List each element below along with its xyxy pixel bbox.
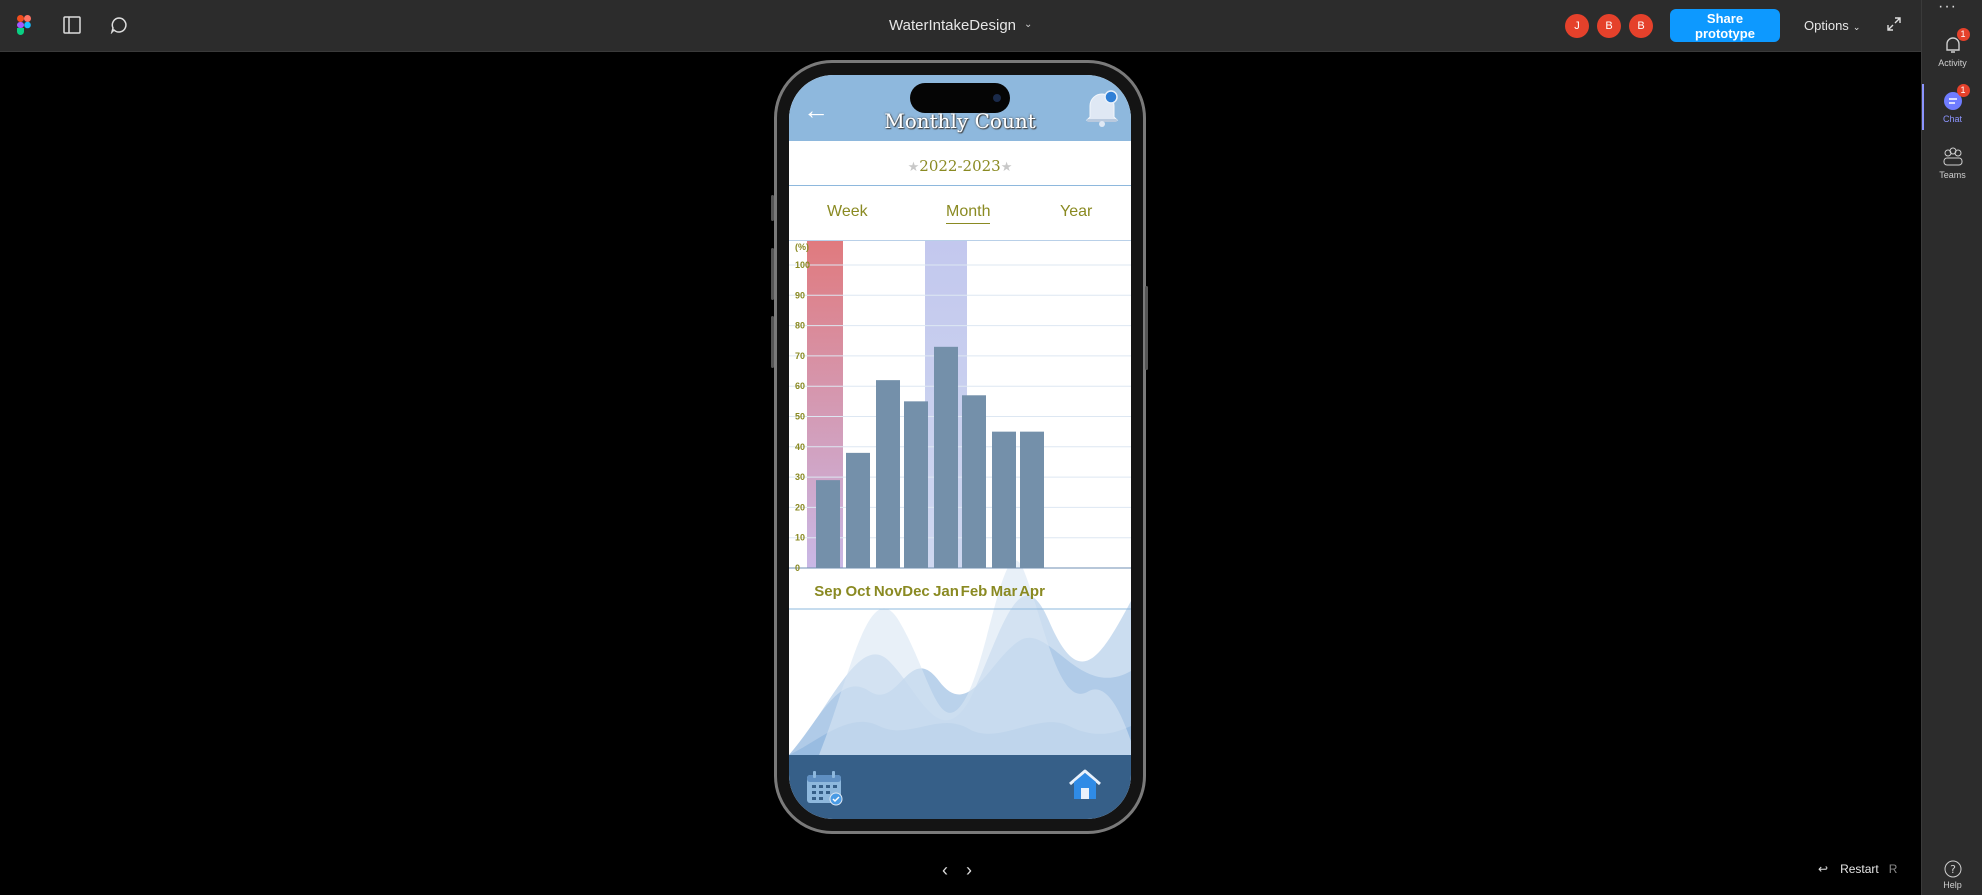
rail-item-label: Chat [1942, 114, 1962, 124]
chat-icon: 1 [1942, 84, 1970, 112]
rail-item-chat[interactable]: 1 Chat [1922, 84, 1982, 124]
decorative-wave-background [789, 560, 1131, 755]
tab-year[interactable]: Year [1060, 203, 1093, 220]
bar-dec[interactable] [904, 401, 928, 568]
phone-side-button [771, 248, 774, 300]
help-icon: ? [1944, 860, 1962, 878]
screen-title: Monthly Count [884, 109, 1036, 133]
bar-feb[interactable] [962, 395, 986, 568]
y-tick-label: 70 [795, 351, 805, 361]
x-tick-label: Jan [933, 583, 959, 600]
x-tick-label: Sep [814, 583, 842, 600]
bar-mar[interactable] [992, 431, 1016, 568]
year-row [789, 141, 1131, 186]
y-tick-label: 80 [795, 321, 805, 331]
next-frame-icon[interactable]: › [966, 860, 972, 880]
avatar[interactable]: B [1629, 14, 1653, 38]
restart-button[interactable]: ↩ Restart R [1818, 862, 1897, 876]
year-range: ★2022-2023★ [789, 157, 1131, 175]
rail-item-activity[interactable]: 1 Activity [1922, 28, 1982, 68]
y-tick-label: 40 [795, 442, 805, 452]
chevron-down-icon: ⌄ [1852, 22, 1861, 32]
chevron-down-icon[interactable]: ⌄ [1024, 19, 1033, 30]
bar-nov[interactable] [876, 380, 900, 568]
x-tick-label: Apr [1019, 583, 1045, 600]
svg-text:?: ? [1950, 863, 1956, 876]
rail-item-label: Teams [1939, 170, 1966, 180]
x-tick-label: Feb [961, 583, 988, 600]
previous-frame-icon[interactable]: ‹ [942, 860, 948, 880]
prototype-screen: ← Monthly Count ★2022-2023★ Week Month Y… [789, 75, 1131, 819]
home-icon[interactable] [1067, 767, 1103, 808]
bar-apr[interactable] [1020, 431, 1044, 568]
y-tick-label: 100 [795, 260, 810, 270]
active-indicator [1922, 84, 1924, 130]
x-tick-label: Nov [874, 583, 903, 600]
calendar-icon[interactable] [805, 769, 845, 812]
y-tick-label: 10 [795, 533, 805, 543]
y-tick-label: 90 [795, 290, 805, 300]
x-tick-label: Oct [845, 583, 870, 600]
bar-sep[interactable] [816, 480, 840, 568]
avatar[interactable]: J [1565, 14, 1589, 38]
top-toolbar: WaterIntakeDesign ⌄ J B B Share prototyp… [0, 0, 1921, 52]
options-menu[interactable]: Options ⌄ [1804, 18, 1860, 33]
rail-item-teams[interactable]: Teams [1922, 146, 1982, 180]
restart-shortcut: R [1888, 862, 1898, 876]
phone-side-button [1145, 286, 1148, 370]
tab-week[interactable]: Week [827, 203, 868, 220]
star-icon: ★ [907, 160, 920, 175]
share-prototype-button[interactable]: Share prototype [1670, 9, 1780, 42]
year-range-text: 2022-2023 [919, 157, 1001, 175]
bottom-nav [789, 755, 1131, 819]
rail-item-label: Activity [1938, 58, 1967, 68]
figma-logo-icon[interactable] [12, 13, 36, 37]
notification-badge: 1 [1956, 84, 1970, 97]
notification-badge: 1 [1956, 28, 1970, 41]
teams-icon [1942, 146, 1964, 168]
sidebar-toggle-icon[interactable] [60, 13, 84, 37]
y-axis-label: (%) [795, 242, 809, 252]
bar-jan[interactable] [934, 346, 958, 568]
back-arrow-icon[interactable]: ← [803, 95, 829, 125]
dynamic-island [910, 83, 1010, 113]
options-label: Options [1804, 18, 1849, 33]
comment-icon[interactable] [107, 13, 131, 37]
more-icon[interactable]: ··· [1938, 0, 1957, 15]
y-tick-label: 0 [795, 563, 800, 573]
rail-item-help[interactable]: ? Help [1922, 860, 1982, 890]
y-tick-label: 30 [795, 472, 805, 482]
bar-oct[interactable] [846, 452, 870, 568]
restart-icon: ↩ [1818, 862, 1829, 876]
star-icon: ★ [1000, 160, 1013, 175]
document-title[interactable]: WaterIntakeDesign [889, 17, 1017, 34]
x-tick-label: Mar [991, 583, 1018, 600]
restart-label: Restart [1840, 862, 1879, 876]
right-rail: 1 Activity 1 Chat Teams ? Help [1921, 0, 1982, 895]
y-tick-label: 60 [795, 381, 805, 391]
notification-bell-icon[interactable] [1085, 89, 1119, 132]
phone-side-button [771, 195, 774, 221]
phone-side-button [771, 316, 774, 368]
avatar[interactable]: B [1597, 14, 1621, 38]
bell-icon: 1 [1942, 28, 1970, 56]
expand-icon[interactable] [1886, 16, 1902, 37]
y-tick-label: 50 [795, 412, 805, 422]
divider [789, 240, 1131, 241]
tab-month[interactable]: Month [946, 203, 991, 224]
rail-item-label: Help [1943, 880, 1962, 890]
x-tick-label: Dec [902, 583, 930, 600]
y-tick-label: 20 [795, 502, 805, 512]
monthly-bar-chart: 0 10 20 30 40 50 60 70 80 90 100 (%) Sep Oct Nov Dec Ja… [789, 241, 1131, 755]
